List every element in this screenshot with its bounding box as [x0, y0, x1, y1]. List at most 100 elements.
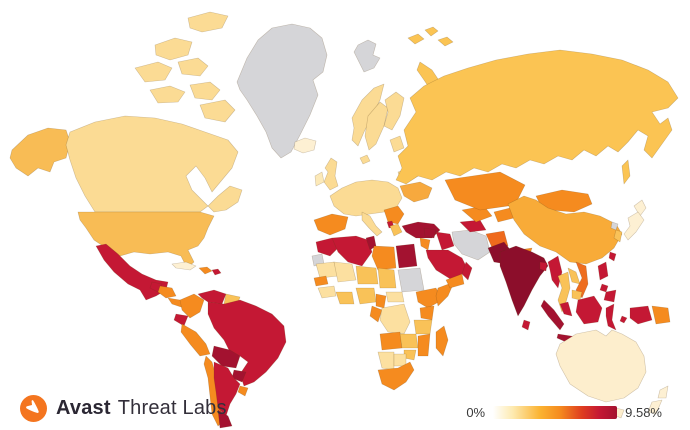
region-moluccas[interactable] — [619, 315, 628, 324]
region-madagascar[interactable] — [435, 325, 449, 357]
region-denmark[interactable] — [359, 154, 371, 165]
region-franz-josef[interactable] — [407, 33, 425, 45]
region-kenya[interactable] — [419, 305, 435, 321]
region-syria[interactable] — [423, 227, 437, 239]
region-dominican[interactable] — [211, 268, 222, 276]
region-canada[interactable] — [65, 115, 239, 213]
region-ethiopia[interactable] — [415, 287, 443, 309]
region-libya[interactable] — [371, 245, 397, 271]
region-senegal[interactable] — [313, 275, 329, 287]
region-new-zealand[interactable] — [657, 385, 669, 399]
region-svalbard[interactable] — [353, 39, 381, 73]
region-greenland[interactable] — [236, 23, 328, 159]
region-philippines[interactable] — [597, 261, 609, 281]
region-italy[interactable] — [361, 211, 383, 237]
region-mozambique[interactable] — [417, 333, 431, 357]
region-papua-new-guinea[interactable] — [651, 305, 671, 325]
region-usa[interactable] — [77, 211, 215, 269]
region-vietnam[interactable] — [575, 261, 589, 299]
region-baffin-island[interactable] — [199, 99, 236, 123]
region-hispaniola[interactable] — [198, 266, 213, 275]
region-botswana[interactable] — [393, 353, 407, 367]
region-arctic-island[interactable] — [134, 61, 173, 83]
region-sulawesi[interactable] — [605, 303, 617, 331]
region-egypt[interactable] — [395, 243, 418, 269]
region-greece[interactable] — [389, 223, 403, 237]
region-new-zealand[interactable] — [647, 399, 663, 415]
region-drc[interactable] — [379, 303, 411, 335]
region-yemen[interactable] — [445, 273, 465, 289]
region-arctic-island[interactable] — [177, 57, 209, 77]
region-bangladesh[interactable] — [539, 261, 548, 272]
region-laos[interactable] — [567, 267, 581, 285]
region-ireland[interactable] — [314, 171, 325, 187]
region-philippines[interactable] — [603, 289, 617, 303]
region-mali[interactable] — [333, 261, 357, 283]
region-finland[interactable] — [383, 91, 405, 131]
region-guinea[interactable] — [317, 285, 337, 299]
region-balkans[interactable] — [383, 205, 405, 225]
region-central-african-republic[interactable] — [385, 291, 405, 303]
region-nigeria[interactable] — [355, 287, 377, 305]
region-zambia[interactable] — [399, 333, 419, 349]
region-algeria[interactable] — [331, 235, 373, 267]
region-south-africa[interactable] — [377, 361, 415, 391]
region-franz-josef[interactable] — [424, 26, 439, 37]
region-baffin-island[interactable] — [189, 81, 221, 101]
region-brazil[interactable] — [207, 299, 287, 387]
region-ecuador[interactable] — [173, 313, 189, 327]
region-cote-ghana[interactable] — [335, 291, 355, 305]
region-taiwan[interactable] — [608, 251, 617, 262]
region-russia[interactable] — [395, 49, 679, 185]
region-alaska[interactable] — [9, 127, 71, 177]
region-uruguay[interactable] — [237, 385, 249, 397]
region-baltics[interactable] — [389, 135, 405, 153]
region-arctic-island[interactable] — [154, 37, 193, 61]
region-sudan[interactable] — [397, 267, 425, 293]
region-honduras-nicaragua[interactable] — [157, 285, 177, 299]
region-philippines[interactable] — [599, 283, 609, 293]
region-australia[interactable] — [555, 329, 647, 403]
region-china[interactable] — [507, 195, 623, 265]
region-sri-lanka[interactable] — [521, 319, 531, 331]
region-japan-honshu[interactable] — [623, 211, 645, 241]
region-iraq[interactable] — [435, 231, 455, 251]
region-argentina[interactable] — [213, 361, 241, 417]
region-arctic-island[interactable] — [149, 85, 186, 104]
region-chile-south[interactable] — [217, 409, 233, 429]
region-jordan-israel[interactable] — [419, 237, 431, 251]
region-tanzania[interactable] — [413, 319, 433, 335]
region-niger[interactable] — [355, 265, 379, 285]
region-namibia[interactable] — [377, 351, 395, 371]
region-oman[interactable] — [461, 261, 473, 281]
region-congo-gabon[interactable] — [369, 305, 383, 323]
region-sakhalin[interactable] — [621, 159, 631, 185]
region-myanmar[interactable] — [547, 255, 563, 289]
region-peru[interactable] — [180, 323, 211, 357]
region-cambodia[interactable] — [571, 289, 583, 301]
region-franz-josef[interactable] — [437, 36, 454, 47]
region-borneo[interactable] — [575, 295, 603, 325]
region-colombia[interactable] — [179, 293, 205, 319]
region-canada-east[interactable] — [207, 185, 243, 213]
region-chad[interactable] — [377, 267, 397, 289]
region-ukraine[interactable] — [399, 181, 433, 203]
region-uk[interactable] — [323, 157, 339, 191]
region-india[interactable] — [499, 245, 549, 317]
region-west-papua[interactable] — [629, 305, 653, 325]
region-angola[interactable] — [379, 331, 403, 351]
region-cuba[interactable] — [171, 261, 197, 271]
region-sumatra[interactable] — [540, 299, 565, 331]
region-paraguay[interactable] — [231, 369, 247, 383]
region-sweden[interactable] — [364, 101, 389, 151]
region-south-korea[interactable] — [613, 229, 623, 243]
region-iceland[interactable] — [293, 137, 317, 154]
region-arctic-island[interactable] — [187, 11, 229, 33]
region-europe-core[interactable] — [329, 179, 403, 217]
region-tunisia[interactable] — [365, 235, 377, 251]
region-malaysia[interactable] — [559, 301, 573, 317]
region-turkmenistan[interactable] — [459, 219, 487, 233]
region-spain-portugal[interactable] — [313, 213, 349, 236]
region-bolivia[interactable] — [211, 345, 241, 369]
region-cameroon[interactable] — [375, 293, 387, 309]
